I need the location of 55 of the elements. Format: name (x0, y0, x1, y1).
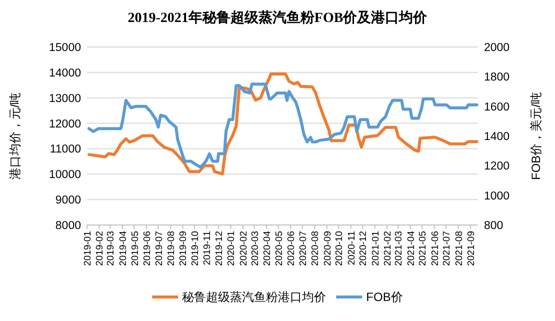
x-tick-label: 2020-03 (250, 231, 261, 266)
x-tick-label: 2019-03 (106, 231, 117, 266)
y2-axis-title: FOB价，美元/吨 (529, 92, 543, 180)
x-tick-label: 2020-08 (310, 231, 322, 266)
y2-tick-label: 1400 (484, 131, 510, 143)
x-tick-label: 2020-09 (322, 231, 334, 266)
y-axis-title: 港口均价，元/吨 (8, 92, 22, 180)
x-tick-label: 2019-12 (214, 231, 226, 266)
x-tick-label: 2019-04 (118, 231, 129, 266)
y-tick-label: 14000 (49, 67, 81, 80)
line-series (87, 72, 478, 176)
x-tick-label: 2019-06 (142, 231, 153, 266)
y-tick-label: 8000 (55, 220, 81, 232)
x-tick-label: 2021-06 (430, 231, 441, 266)
x-tick-label: 2020-02 (238, 231, 250, 266)
x-tick-label: 2019-11 (202, 231, 214, 266)
y2-tick-label: 1200 (484, 160, 510, 173)
x-tick-label: 2021-07 (442, 231, 453, 266)
y2-tick-label: 1800 (484, 72, 510, 84)
y-tick-label: 11000 (50, 144, 81, 156)
y-tick-label: 12000 (49, 118, 81, 130)
x-tick-label: 2020-10 (334, 231, 346, 266)
x-tick-label: 2019-07 (154, 231, 165, 266)
x-tick-label: 2020-12 (358, 231, 370, 266)
x-tick-label: 2020-07 (298, 231, 309, 266)
x-tick-label: 2020-05 (274, 231, 285, 266)
x-tick-label: 2021-08 (454, 231, 465, 266)
y-tick-label: 15000 (49, 42, 81, 54)
y2-tick-label: 1600 (484, 101, 510, 114)
chart-title: 2019-2021年秘鲁超级蒸汽鱼粉FOB价及港口均价 (128, 10, 428, 26)
line-series (87, 82, 478, 169)
x-tick-label: 2020-06 (286, 231, 298, 266)
x-tick-label: 2019-08 (166, 231, 177, 266)
y-tick-label: 9000 (55, 194, 81, 207)
x-tick-label: 2021-02 (382, 231, 394, 266)
x-tick-label: 2021-01 (370, 231, 382, 266)
x-tick-label: 2020-11 (346, 231, 358, 266)
x-tick-label: 2020-04 (262, 231, 274, 266)
y2-tick-label: 1000 (484, 190, 510, 202)
x-tick-label: 2019-09 (178, 231, 190, 266)
y2-tick-label: 2000 (484, 42, 510, 54)
x-tick-label: 2021-03 (394, 231, 405, 266)
legend-label: 秘鲁超级蒸汽鱼粉港口均价 (182, 290, 326, 304)
x-tick-label: 2021-04 (406, 231, 417, 266)
x-tick-label: 2019-05 (130, 231, 141, 266)
x-tick-label: 2021-09 (466, 231, 478, 266)
y2-tick-label: 800 (484, 220, 504, 232)
y-tick-label: 10000 (49, 169, 81, 182)
x-tick-label: 2019-01 (82, 231, 94, 266)
x-tick-label: 2020-01 (226, 231, 238, 266)
x-tick-label: 2019-02 (94, 231, 106, 266)
x-tick-label: 2021-05 (418, 231, 429, 266)
legend-label: FOB价 (366, 290, 403, 304)
y-tick-label: 13000 (49, 92, 81, 105)
x-tick-label: 2019-10 (190, 231, 201, 266)
